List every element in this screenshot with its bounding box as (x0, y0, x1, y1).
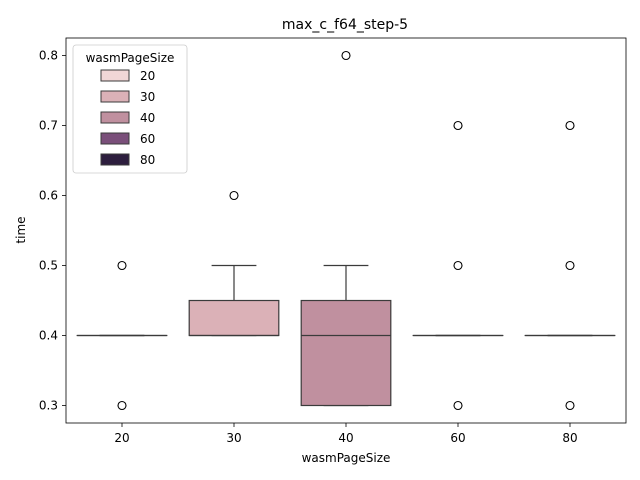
legend-label-60: 60 (140, 132, 155, 146)
chart-title: max_c_f64_step-5 (282, 17, 408, 33)
y-tick-label: 0.8 (39, 49, 58, 63)
y-tick-label: 0.6 (39, 189, 58, 203)
outlier-point (453, 260, 463, 271)
y-tick-label: 0.7 (39, 119, 58, 133)
box-group-30 (188, 190, 280, 337)
outlier-point (565, 260, 575, 271)
box-group-40 (300, 50, 392, 407)
outlier-point (565, 120, 575, 131)
box-30 (188, 299, 280, 337)
legend-swatch-30 (100, 90, 130, 103)
outlier-point (341, 50, 351, 61)
legend-swatch-80 (100, 153, 130, 166)
x-tick-label: 30 (226, 431, 241, 445)
legend: wasmPageSize 20 30 40 60 80 (72, 44, 188, 174)
legend-label-20: 20 (140, 69, 155, 83)
legend-title: wasmPageSize (86, 51, 175, 65)
outlier-point (453, 120, 463, 131)
box-40 (300, 299, 392, 407)
legend-label-80: 80 (140, 153, 155, 167)
legend-label-40: 40 (140, 111, 155, 125)
y-tick-label: 0.3 (39, 399, 58, 413)
x-tick-label: 60 (450, 431, 465, 445)
plot-area (76, 50, 616, 411)
x-tick-label: 40 (338, 431, 353, 445)
legend-label-30: 30 (140, 90, 155, 104)
x-tick-label: 20 (114, 431, 129, 445)
y-axis: 0.3 0.4 0.5 0.6 0.7 0.8 (39, 49, 66, 413)
box-group-80 (524, 120, 616, 411)
x-axis: 20 30 40 60 80 (114, 423, 578, 445)
legend-swatch-20 (100, 69, 130, 82)
y-tick-label: 0.4 (39, 329, 58, 343)
outlier-point (453, 400, 463, 411)
outlier-point (565, 400, 575, 411)
x-axis-label: wasmPageSize (302, 451, 391, 465)
x-tick-label: 80 (562, 431, 577, 445)
outlier-point (117, 260, 127, 271)
legend-entries: 20 30 40 60 80 (100, 69, 155, 167)
outlier-point (229, 190, 239, 201)
outlier-point (117, 400, 127, 411)
y-tick-label: 0.5 (39, 259, 58, 273)
y-axis-label: time (14, 216, 28, 243)
legend-swatch-60 (100, 132, 130, 145)
box-group-20 (76, 260, 168, 411)
box-group-60 (412, 120, 504, 411)
legend-swatch-40 (100, 111, 130, 124)
